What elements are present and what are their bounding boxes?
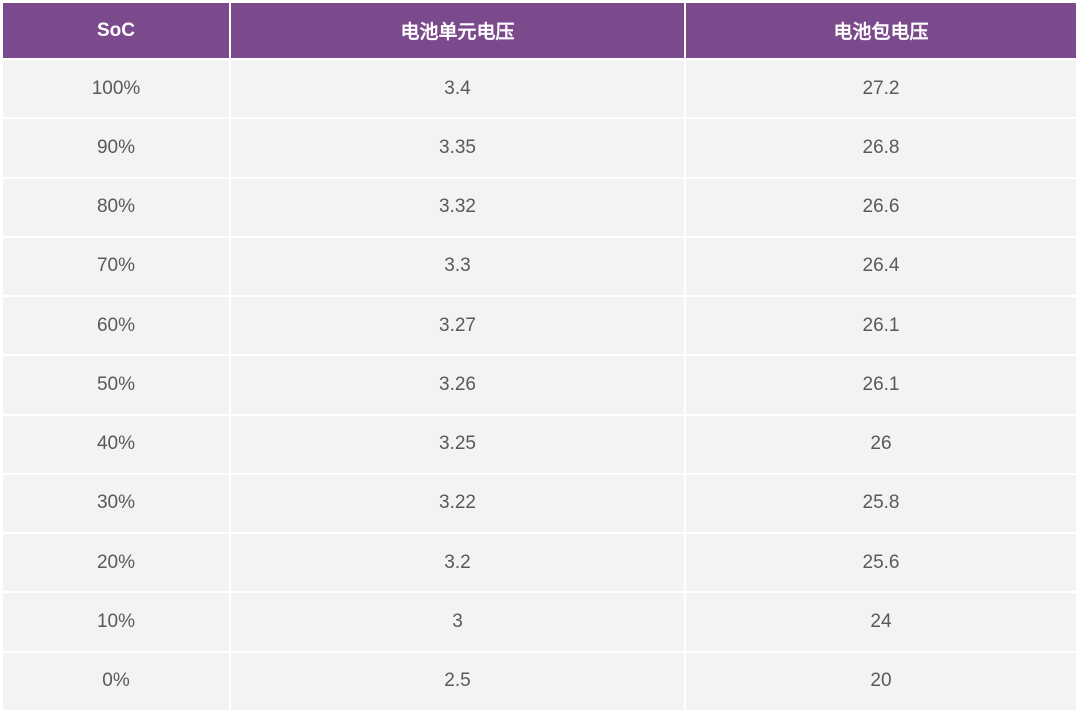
cell-cell-voltage: 3.35: [231, 119, 684, 177]
header-soc: SoC: [3, 3, 229, 58]
cell-cell-voltage: 3.25: [231, 415, 684, 473]
cell-soc: 30%: [3, 474, 229, 533]
cell-pack-voltage: 26.1: [686, 356, 1076, 414]
table-row: 60% 3.27 26.1: [3, 297, 1076, 355]
table-row: 10% 3 24: [3, 593, 1076, 651]
cell-pack-voltage: 25.8: [686, 474, 1076, 533]
cell-soc: 90%: [3, 119, 229, 177]
table-row: 20% 3.2 25.6: [3, 534, 1076, 592]
table-row: 0% 2.5 20: [3, 652, 1076, 710]
cell-pack-voltage: 25.6: [686, 534, 1076, 592]
table-row: 40% 3.25 26: [3, 415, 1076, 473]
cell-pack-voltage: 24: [686, 593, 1076, 651]
cell-soc: 100%: [3, 60, 229, 118]
cell-cell-voltage: 3.3: [231, 237, 684, 296]
cell-soc: 0%: [3, 652, 229, 710]
cell-soc: 40%: [3, 415, 229, 473]
table-body: 100% 3.4 27.2 90% 3.35 26.8 80% 3.32 26.…: [3, 60, 1076, 710]
cell-cell-voltage: 3.2: [231, 534, 684, 592]
cell-cell-voltage: 3.4: [231, 60, 684, 118]
cell-soc: 80%: [3, 178, 229, 236]
cell-pack-voltage: 26.6: [686, 178, 1076, 236]
cell-pack-voltage: 20: [686, 652, 1076, 710]
cell-soc: 50%: [3, 356, 229, 414]
cell-cell-voltage: 3.27: [231, 297, 684, 355]
cell-pack-voltage: 26.8: [686, 119, 1076, 177]
cell-cell-voltage: 3.26: [231, 356, 684, 414]
cell-cell-voltage: 3: [231, 593, 684, 651]
header-cell-voltage: 电池单元电压: [231, 3, 684, 58]
cell-soc: 10%: [3, 593, 229, 651]
header-pack-voltage: 电池包电压: [686, 3, 1076, 58]
table-row: 30% 3.22 25.8: [3, 474, 1076, 533]
table-row: 100% 3.4 27.2: [3, 60, 1076, 118]
table-row: 90% 3.35 26.8: [3, 119, 1076, 177]
cell-soc: 70%: [3, 237, 229, 296]
table-row: 70% 3.3 26.4: [3, 237, 1076, 296]
table-row: 50% 3.26 26.1: [3, 356, 1076, 414]
cell-cell-voltage: 3.32: [231, 178, 684, 236]
table-header-row: SoC 电池单元电压 电池包电压: [3, 3, 1076, 58]
cell-pack-voltage: 26.4: [686, 237, 1076, 296]
table-row: 80% 3.32 26.6: [3, 178, 1076, 236]
cell-soc: 60%: [3, 297, 229, 355]
cell-pack-voltage: 26.1: [686, 297, 1076, 355]
cell-cell-voltage: 3.22: [231, 474, 684, 533]
cell-soc: 20%: [3, 534, 229, 592]
cell-pack-voltage: 27.2: [686, 60, 1076, 118]
cell-cell-voltage: 2.5: [231, 652, 684, 710]
cell-pack-voltage: 26: [686, 415, 1076, 473]
